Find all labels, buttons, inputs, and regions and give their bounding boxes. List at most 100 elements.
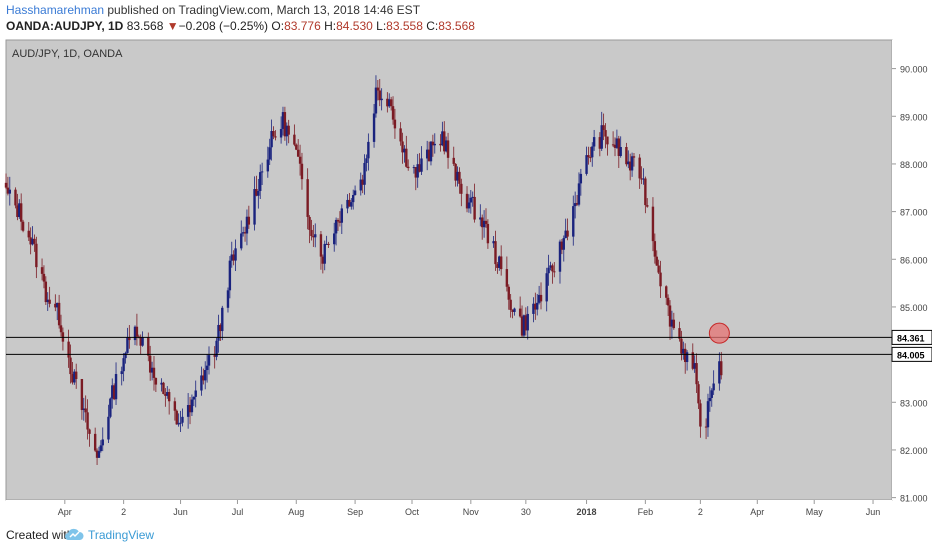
quote-line: OANDA:AUDJPY, 1D 83.568 ▼−0.208 (−0.25%)… — [6, 19, 475, 33]
candle-body — [418, 164, 421, 172]
candle-body — [481, 217, 484, 228]
candle-body — [166, 392, 169, 396]
candle-body — [668, 305, 672, 327]
candle-body — [708, 397, 712, 402]
candle-body — [606, 136, 609, 145]
candle-body — [135, 326, 139, 337]
candle-body — [505, 269, 509, 287]
candle-body — [520, 316, 524, 336]
candle-body — [684, 348, 687, 363]
candle-body — [401, 141, 404, 153]
chart-area[interactable]: AUD/JPY, 1D, OANDA 84.361 84.005 90.000 89… — [0, 36, 932, 520]
candle-body — [429, 141, 433, 162]
candle-body — [253, 189, 256, 225]
candle-body — [678, 328, 681, 339]
candle-body — [243, 232, 247, 234]
candle-body — [6, 187, 10, 194]
candle-body — [133, 326, 137, 341]
candle-body — [509, 299, 512, 310]
candle-body — [712, 383, 715, 391]
candle-body — [465, 193, 469, 209]
candle-body — [545, 273, 548, 302]
candle-body — [219, 324, 222, 332]
candle-body — [323, 243, 326, 264]
footer: Created with TradingView — [0, 520, 932, 550]
candle-body — [378, 90, 381, 101]
candle-body — [266, 159, 270, 172]
candle-body — [615, 138, 619, 148]
candle-body — [704, 426, 708, 428]
candle-body — [260, 171, 264, 173]
candle-body — [154, 377, 158, 385]
candle-body — [632, 156, 636, 158]
candle-body — [433, 143, 436, 146]
candle-body — [471, 196, 474, 198]
candle-body — [420, 158, 423, 172]
y-tick-label: 88.000 — [900, 160, 928, 170]
candle-body — [564, 230, 567, 239]
candle-body — [642, 178, 645, 180]
candle-body — [221, 307, 224, 332]
candle-body — [391, 106, 395, 120]
candle-body — [526, 313, 529, 331]
candle-body — [592, 137, 596, 147]
candle-body — [93, 433, 97, 451]
level-price-tag — [891, 346, 932, 362]
candle-body — [680, 338, 683, 354]
candle-body — [279, 128, 283, 138]
level-price-tag — [891, 329, 932, 345]
author-link[interactable]: Hasshamarehman — [6, 3, 105, 17]
candle-body — [691, 352, 694, 369]
y-tick-label: 82.000 — [900, 446, 928, 456]
tradingview-brand[interactable]: TradingView — [88, 528, 155, 542]
candle-body — [536, 302, 539, 310]
candle-body — [16, 205, 19, 218]
candle-body — [657, 265, 660, 273]
candle-body — [333, 233, 336, 245]
candle-body — [274, 136, 277, 138]
candle-body — [228, 260, 232, 291]
candle-body — [268, 147, 271, 160]
candle-body — [613, 144, 617, 148]
candle-body — [57, 302, 61, 326]
x-tick-label: Apr — [750, 507, 764, 517]
candle-body — [109, 398, 112, 417]
candle-body — [566, 230, 569, 237]
candle-body — [598, 137, 602, 149]
candle-body — [611, 144, 615, 146]
candle-body — [532, 303, 535, 314]
candle-body — [73, 371, 76, 383]
high-value: 84.530 — [336, 19, 373, 33]
candle-body — [399, 128, 402, 142]
candle-body — [693, 363, 696, 369]
candle-body — [310, 229, 313, 237]
y-tick-label: 87.000 — [900, 208, 928, 218]
annotation-layer — [708, 322, 730, 344]
candle-body — [162, 382, 165, 394]
candle-body — [188, 405, 192, 413]
candle-body — [644, 178, 647, 206]
candlestick-chart[interactable]: AUD/JPY, 1D, OANDA 84.361 84.005 90.000 89… — [0, 36, 932, 520]
candle-body — [348, 199, 351, 207]
candle-body — [589, 157, 592, 159]
candle-body — [604, 130, 607, 137]
candle-body — [518, 308, 522, 317]
x-tick-label: 2 — [121, 507, 126, 517]
x-tick-label: Jul — [232, 507, 244, 517]
candle-body — [44, 281, 48, 303]
candle-body — [200, 375, 203, 391]
candle-body — [285, 125, 288, 137]
candle-body — [194, 390, 197, 397]
candle-body — [74, 371, 78, 380]
price-axis-labels: 90.000 89.000 88.000 87.000 86.000 85.000 83.0… — [892, 65, 928, 504]
candle-body — [441, 131, 444, 146]
tradingview-cloud-icon — [64, 528, 84, 541]
candle-body — [655, 256, 658, 266]
symbol-label: OANDA:AUDJPY, 1D — [6, 19, 124, 33]
candle-body — [372, 113, 376, 142]
candle-body — [627, 161, 630, 165]
x-tick-label: 2018 — [577, 507, 597, 517]
candle-body — [35, 243, 38, 268]
candle-body — [18, 203, 21, 218]
candle-body — [697, 384, 700, 404]
